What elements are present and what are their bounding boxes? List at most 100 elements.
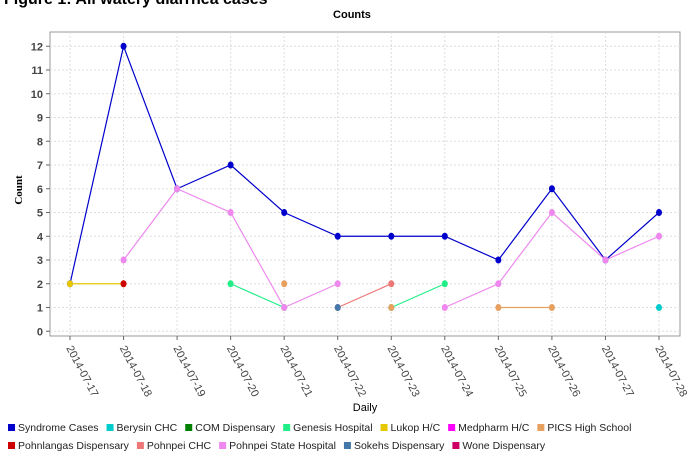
data-point <box>334 304 341 311</box>
legend-item: COM Dispensary <box>185 422 276 434</box>
x-tick-label: 2014-07-19 <box>170 344 207 399</box>
data-point <box>548 185 555 193</box>
legend-item: Sokehs Dispensary <box>343 440 445 452</box>
legend-item: Syndrome Cases <box>8 422 99 434</box>
legend-swatch <box>106 424 114 431</box>
data-point <box>656 304 662 311</box>
legend-swatch <box>219 442 227 449</box>
legend-label: Syndrome Cases <box>18 422 99 434</box>
series-line <box>69 44 660 284</box>
data-point <box>388 280 395 288</box>
x-tick-label: 2014-07-26 <box>545 344 582 399</box>
figure-title: Figure 1: All watery diarrhea cases <box>4 0 268 8</box>
legend-label: Genesis Hospital <box>293 422 372 434</box>
y-tick-label: 12 <box>31 41 43 53</box>
x-tick-label: 2014-07-22 <box>331 344 368 399</box>
legend-item: Genesis Hospital <box>283 422 373 434</box>
data-point <box>227 280 234 288</box>
y-tick-label: 8 <box>37 136 43 148</box>
legend-label: Sokehs Dispensary <box>354 440 445 452</box>
legend-swatch <box>448 424 456 431</box>
legend-swatch <box>537 424 545 431</box>
legend-item: Pohnpei State Hospital <box>219 440 336 452</box>
y-tick-label: 11 <box>31 65 43 77</box>
x-tick-label: 2014-07-18 <box>117 344 154 399</box>
data-point <box>441 304 448 311</box>
legend-swatch <box>452 442 460 449</box>
legend-item: PICS High School <box>537 422 631 434</box>
legend-label: Pohnpei CHC <box>147 440 212 452</box>
legend-label: PICS High School <box>547 422 631 434</box>
x-tick-label: 2014-07-23 <box>385 344 422 399</box>
data-point <box>656 209 662 216</box>
y-tick-label: 9 <box>37 113 43 125</box>
legend-item: Pohnpei CHC <box>136 440 212 452</box>
legend-label: Wone Dispensary <box>462 440 545 452</box>
data-point <box>334 232 341 240</box>
y-tick-label: 5 <box>37 208 43 220</box>
data-point <box>227 209 234 216</box>
data-point <box>495 304 502 311</box>
legend-item: Medpharm H/C <box>448 422 530 434</box>
x-tick-label: 2014-07-25 <box>492 344 529 399</box>
legend-item: Berysin CHC <box>106 422 178 434</box>
legend-swatch <box>8 442 15 449</box>
legend-swatch <box>380 424 388 431</box>
x-tick-label: 2014-07-24 <box>438 344 475 399</box>
x-tick-label: 2014-07-28 <box>652 344 689 399</box>
legend-swatch <box>8 424 15 431</box>
data-point <box>120 256 127 264</box>
data-point <box>227 161 234 169</box>
data-point <box>548 304 555 311</box>
y-tick-label: 0 <box>37 326 43 338</box>
x-tick-label: 2014-07-17 <box>63 344 100 399</box>
legend-label: Medpharm H/C <box>458 422 530 434</box>
data-point <box>388 304 395 311</box>
y-tick-label: 10 <box>31 89 43 101</box>
x-tick-label: 2014-07-27 <box>599 344 636 399</box>
x-tick-label: 2014-07-21 <box>278 344 315 399</box>
legend-swatch <box>185 424 193 431</box>
y-axis-label: Count <box>13 175 25 205</box>
y-tick-label: 1 <box>37 303 43 315</box>
y-tick-label: 2 <box>37 279 43 291</box>
data-point <box>441 232 448 240</box>
data-point <box>281 280 288 288</box>
data-point <box>548 209 555 216</box>
chart-title: Counts <box>333 9 371 21</box>
data-point <box>281 209 288 216</box>
legend-swatch <box>283 424 291 431</box>
data-point <box>120 280 127 288</box>
data-point <box>281 304 288 311</box>
plot-area <box>49 31 681 337</box>
data-point <box>174 185 181 193</box>
data-point <box>602 256 609 264</box>
legend-label: Pohnpei State Hospital <box>229 440 336 452</box>
series-line <box>230 283 446 309</box>
data-point <box>656 232 662 240</box>
y-tick-label: 4 <box>37 231 44 243</box>
data-point <box>495 280 502 288</box>
data-point <box>120 42 127 50</box>
legend-label: COM Dispensary <box>195 422 276 434</box>
legend-swatch <box>136 442 144 449</box>
legend-item: Wone Dispensary <box>452 440 546 452</box>
data-point <box>334 280 341 288</box>
data-point <box>388 232 395 240</box>
data-point <box>495 256 502 264</box>
x-tick-label: 2014-07-20 <box>224 344 261 399</box>
legend-label: Lukop H/C <box>391 422 441 434</box>
y-tick-label: 6 <box>37 184 43 196</box>
y-tick-label: 7 <box>37 160 43 172</box>
data-point <box>67 280 73 288</box>
legend-label: Pohnlangas Dispensary <box>18 440 130 452</box>
data-point <box>441 280 448 288</box>
y-tick-label: 3 <box>37 255 43 267</box>
legend-swatch <box>343 442 351 449</box>
legend-item: Lukop H/C <box>380 422 441 434</box>
legend-item: Pohnlangas Dispensary <box>8 440 130 452</box>
legend-label: Berysin CHC <box>117 422 178 434</box>
x-axis-label: Daily <box>353 402 378 414</box>
series-line <box>337 283 392 309</box>
